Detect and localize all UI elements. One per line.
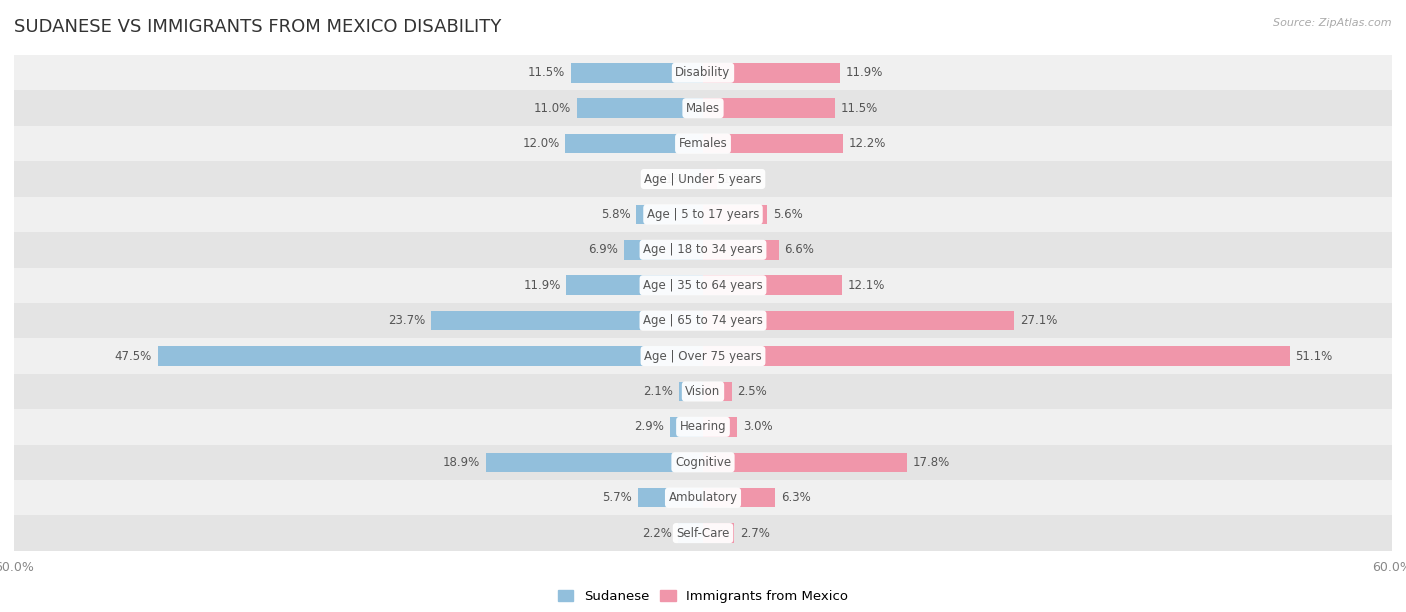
- Text: Self-Care: Self-Care: [676, 526, 730, 540]
- Text: 11.5%: 11.5%: [529, 66, 565, 80]
- Bar: [637, 488, 703, 507]
- Bar: [679, 382, 703, 401]
- Text: 1.1%: 1.1%: [655, 173, 685, 185]
- Text: Age | 65 to 74 years: Age | 65 to 74 years: [643, 314, 763, 327]
- Bar: [14, 444, 1392, 480]
- Text: 11.0%: 11.0%: [534, 102, 571, 114]
- Text: 23.7%: 23.7%: [388, 314, 425, 327]
- Bar: [703, 170, 717, 188]
- Bar: [14, 409, 1392, 444]
- Bar: [703, 346, 1289, 366]
- Text: 6.6%: 6.6%: [785, 244, 814, 256]
- Bar: [703, 382, 731, 401]
- Text: 17.8%: 17.8%: [912, 456, 950, 469]
- Text: Cognitive: Cognitive: [675, 456, 731, 469]
- Text: Age | 18 to 34 years: Age | 18 to 34 years: [643, 244, 763, 256]
- Bar: [14, 196, 1392, 232]
- Bar: [637, 204, 703, 224]
- Bar: [703, 63, 839, 83]
- Text: Ambulatory: Ambulatory: [668, 491, 738, 504]
- Bar: [14, 303, 1392, 338]
- Text: Disability: Disability: [675, 66, 731, 80]
- Text: 2.5%: 2.5%: [738, 385, 768, 398]
- Text: 27.1%: 27.1%: [1019, 314, 1057, 327]
- Text: 2.7%: 2.7%: [740, 526, 769, 540]
- Bar: [703, 452, 907, 472]
- Bar: [690, 170, 703, 188]
- Bar: [703, 275, 842, 295]
- Text: 11.9%: 11.9%: [845, 66, 883, 80]
- Text: 11.9%: 11.9%: [523, 278, 561, 292]
- Bar: [703, 204, 768, 224]
- Bar: [14, 374, 1392, 409]
- Text: Age | 5 to 17 years: Age | 5 to 17 years: [647, 208, 759, 221]
- Text: 2.9%: 2.9%: [634, 420, 664, 433]
- Text: 2.2%: 2.2%: [643, 526, 672, 540]
- Bar: [624, 240, 703, 259]
- Bar: [703, 523, 734, 543]
- Bar: [14, 232, 1392, 267]
- Bar: [14, 162, 1392, 196]
- Bar: [14, 338, 1392, 374]
- Text: 51.1%: 51.1%: [1295, 349, 1333, 362]
- Text: Vision: Vision: [685, 385, 721, 398]
- Bar: [703, 488, 775, 507]
- Text: Source: ZipAtlas.com: Source: ZipAtlas.com: [1274, 18, 1392, 28]
- Text: 6.3%: 6.3%: [782, 491, 811, 504]
- Text: Age | Under 5 years: Age | Under 5 years: [644, 173, 762, 185]
- Bar: [14, 126, 1392, 162]
- Text: SUDANESE VS IMMIGRANTS FROM MEXICO DISABILITY: SUDANESE VS IMMIGRANTS FROM MEXICO DISAB…: [14, 18, 502, 36]
- Bar: [567, 275, 703, 295]
- Text: 6.9%: 6.9%: [588, 244, 619, 256]
- Bar: [430, 311, 703, 330]
- Bar: [14, 55, 1392, 91]
- Text: 11.5%: 11.5%: [841, 102, 877, 114]
- Bar: [703, 417, 738, 436]
- Text: 5.7%: 5.7%: [602, 491, 631, 504]
- Text: Females: Females: [679, 137, 727, 150]
- Bar: [703, 240, 779, 259]
- Text: 5.6%: 5.6%: [773, 208, 803, 221]
- Bar: [678, 523, 703, 543]
- Text: 3.0%: 3.0%: [744, 420, 773, 433]
- Bar: [703, 99, 835, 118]
- Bar: [14, 267, 1392, 303]
- Text: Age | Over 75 years: Age | Over 75 years: [644, 349, 762, 362]
- Text: 5.8%: 5.8%: [600, 208, 631, 221]
- Bar: [669, 417, 703, 436]
- Text: 47.5%: 47.5%: [115, 349, 152, 362]
- Text: Males: Males: [686, 102, 720, 114]
- Text: Hearing: Hearing: [679, 420, 727, 433]
- Text: 2.1%: 2.1%: [644, 385, 673, 398]
- Bar: [571, 63, 703, 83]
- Bar: [486, 452, 703, 472]
- Bar: [703, 134, 844, 154]
- Text: 12.1%: 12.1%: [848, 278, 884, 292]
- Text: Age | 35 to 64 years: Age | 35 to 64 years: [643, 278, 763, 292]
- Text: 18.9%: 18.9%: [443, 456, 481, 469]
- Bar: [14, 91, 1392, 126]
- Text: 1.2%: 1.2%: [723, 173, 752, 185]
- Bar: [14, 480, 1392, 515]
- Text: 12.2%: 12.2%: [849, 137, 886, 150]
- Bar: [576, 99, 703, 118]
- Bar: [565, 134, 703, 154]
- Legend: Sudanese, Immigrants from Mexico: Sudanese, Immigrants from Mexico: [553, 585, 853, 609]
- Bar: [157, 346, 703, 366]
- Bar: [14, 515, 1392, 551]
- Bar: [703, 311, 1014, 330]
- Text: 12.0%: 12.0%: [522, 137, 560, 150]
